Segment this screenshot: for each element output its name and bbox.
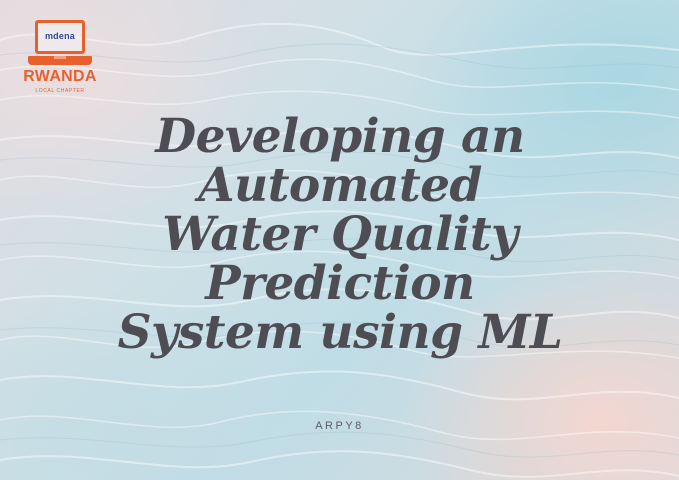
title-line-1: Developing an	[155, 109, 525, 164]
title-line-2: Automated	[198, 158, 482, 213]
page-title: Developing an Automated Water Quality Pr…	[40, 112, 640, 357]
laptop-base	[28, 56, 92, 65]
title-line-3: Water Quality	[162, 207, 518, 262]
laptop-icon: mdena	[35, 20, 85, 54]
logo-subtitle: LOCAL CHAPTER	[35, 88, 85, 94]
logo-screen-text: mdena	[44, 31, 75, 41]
omdena-rwanda-logo: mdena RWANDA LOCAL CHAPTER	[20, 18, 104, 102]
logo-title: RWANDA	[23, 68, 97, 85]
author-name: ARPY8	[315, 420, 364, 432]
title-line-4: Prediction	[205, 256, 475, 311]
title-line-5: System using ML	[117, 305, 563, 360]
